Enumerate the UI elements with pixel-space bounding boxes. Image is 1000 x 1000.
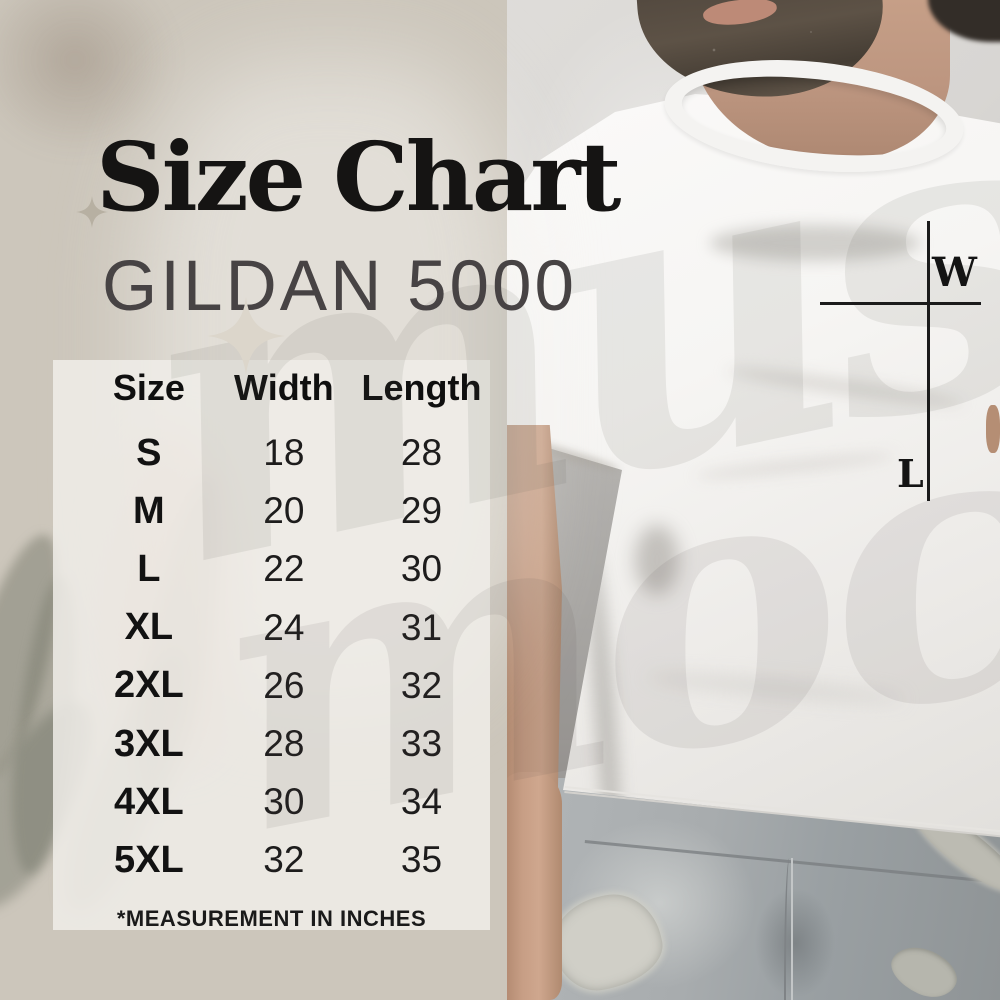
right-arm-sliver [986,405,1000,453]
size-table-header: Size Width Length [53,366,490,410]
length-value: 34 [400,781,443,823]
width-measure-line [820,302,981,305]
length-value: 29 [400,490,443,532]
size-value: S [136,431,162,474]
size-value: 2XL [114,664,184,707]
table-row: M 20 29 [53,482,490,540]
jeans-shadow [755,888,835,998]
width-value: 28 [263,723,305,765]
size-table-panel: Size Width Length S 18 28 M 20 29 L 22 3… [53,360,490,931]
page-subtitle: GILDAN 5000 [102,247,578,326]
model-photo [460,0,1000,1000]
length-value: 35 [400,839,443,881]
shirt-underarm-shadow [635,525,679,595]
size-value: 3XL [114,722,184,765]
length-value: 33 [400,723,443,765]
shirt-fold [694,449,896,483]
jeans-fly-seam [784,858,793,1000]
length-value: 32 [400,664,443,706]
column-header-length: Length [361,367,482,408]
measurement-footnote: *MEASUREMENT IN INCHES [116,905,427,931]
jeans-rip [883,937,965,1000]
size-value: 4XL [114,780,184,823]
model-hand [496,772,562,1000]
table-row: S 18 28 [53,424,490,482]
page-title: Size Chart [96,122,621,233]
length-label: L [897,451,924,496]
width-value: 22 [263,548,305,590]
size-table-body: S 18 28 M 20 29 L 22 30 XL 24 31 2XL 26 [53,424,490,890]
length-value: 31 [400,606,443,648]
column-header-size: Size [112,367,185,408]
table-row: XL 24 31 [53,599,490,657]
table-row: 5XL 32 35 [53,831,490,889]
table-row: 4XL 30 34 [53,773,490,831]
sparkle-icon [207,297,285,375]
gray-ripped-jeans [544,778,1000,1000]
white-tshirt [495,94,1000,838]
width-value: 18 [263,432,305,474]
shirt-fold [644,668,906,708]
width-value: 26 [263,664,305,706]
collar-cast-shadow [710,225,920,261]
width-value: 30 [263,781,305,823]
ghost-photo-shape [0,0,175,155]
size-value: M [133,489,165,532]
length-value: 30 [400,548,443,590]
size-value: 5XL [114,838,184,881]
table-row: 3XL 28 33 [53,715,490,773]
width-value: 32 [263,839,305,881]
width-value: 20 [263,490,305,532]
table-row: L 22 30 [53,540,490,598]
length-measure-line [927,221,930,501]
sparkle-icon [76,196,108,228]
size-value: L [137,547,161,590]
table-row: 2XL 26 32 [53,657,490,715]
size-value: XL [124,606,174,649]
length-value: 28 [400,432,443,474]
width-label: W [932,249,977,296]
column-header-width: Width [234,367,334,408]
width-value: 24 [263,606,305,648]
